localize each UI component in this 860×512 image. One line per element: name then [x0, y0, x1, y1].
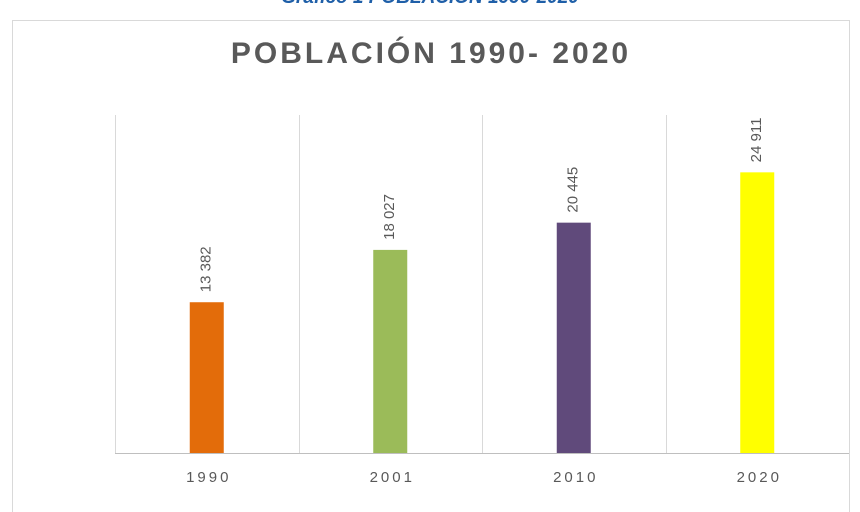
- value-label: 20 445: [565, 167, 582, 213]
- caption: Gráfico 1 POBLACIÓN 1990-2020: [281, 0, 579, 8]
- x-tick-label: 2020: [737, 469, 782, 486]
- bar: [189, 302, 224, 453]
- chart-title: POBLACIÓN 1990- 2020: [231, 36, 631, 70]
- x-tick-label: 2010: [553, 469, 598, 486]
- value-label: 13 382: [198, 246, 215, 292]
- x-tick-label: 2001: [370, 469, 415, 486]
- bar: [740, 172, 775, 453]
- value-label: 18 027: [381, 194, 398, 240]
- chart-frame: [12, 20, 850, 512]
- x-tick-label: 1990: [186, 469, 231, 486]
- bar: [556, 222, 591, 453]
- value-label: 24 911: [748, 118, 765, 163]
- bar: [373, 249, 408, 453]
